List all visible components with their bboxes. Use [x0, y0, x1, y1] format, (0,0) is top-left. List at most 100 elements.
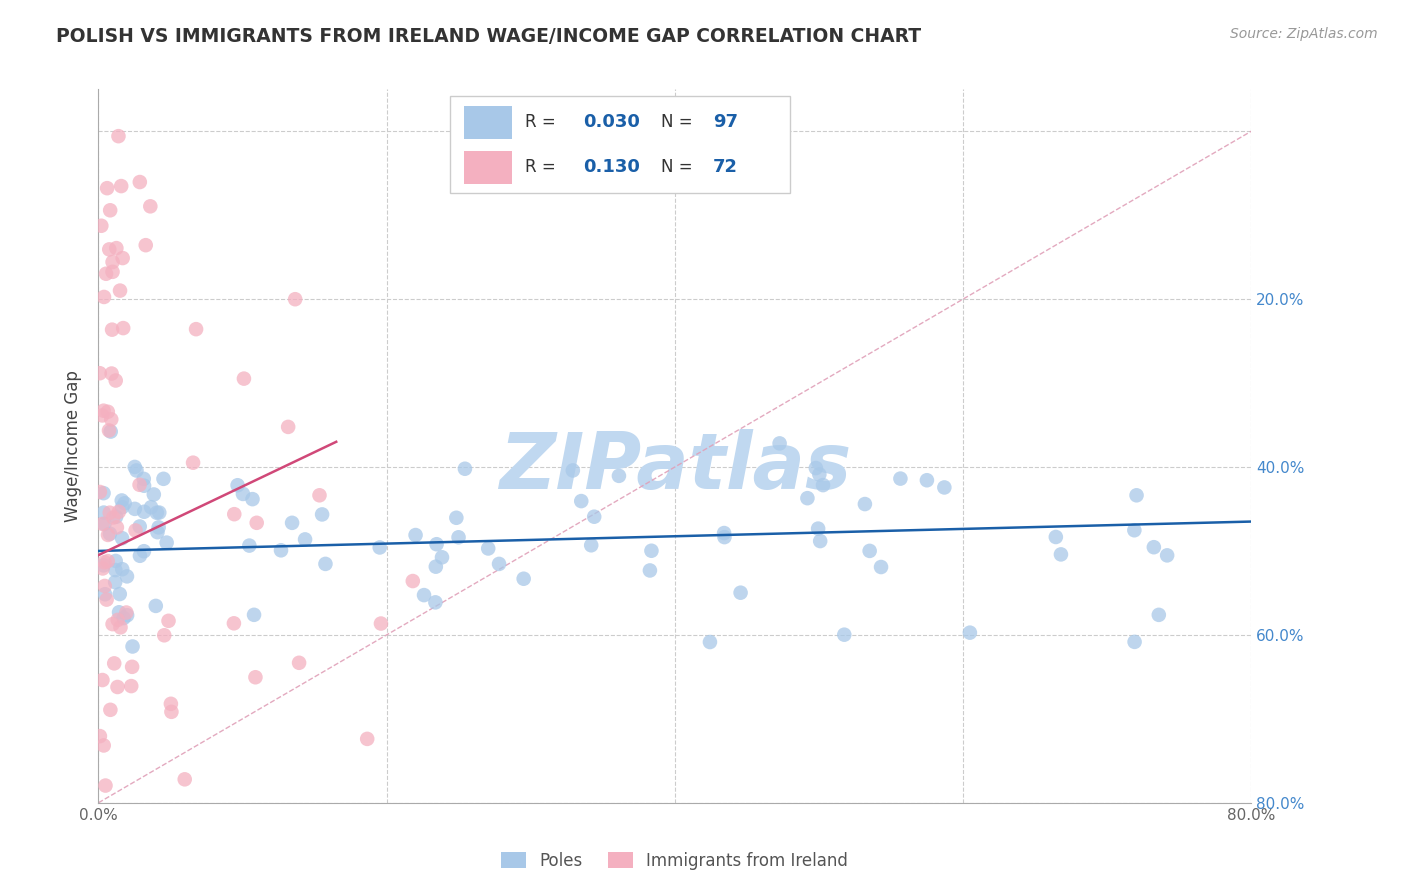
Point	[104, 563, 127, 577]
Point	[160, 705, 183, 719]
Point	[114, 496, 136, 510]
Text: 0.130: 0.130	[582, 158, 640, 176]
Point	[447, 530, 470, 544]
Point	[97, 405, 120, 419]
Point	[561, 463, 583, 477]
Point	[98, 424, 121, 438]
Point	[232, 371, 254, 385]
Point	[94, 587, 117, 601]
Point	[94, 579, 117, 593]
Text: 72: 72	[713, 158, 738, 176]
Point	[370, 616, 392, 631]
Point	[413, 588, 436, 602]
Text: ZIPatlas: ZIPatlas	[499, 429, 851, 506]
Point	[91, 409, 114, 423]
Point	[148, 520, 170, 534]
Point	[1050, 548, 1073, 562]
Text: R =: R =	[524, 158, 567, 176]
Point	[145, 599, 167, 613]
Point	[104, 575, 127, 590]
Point	[110, 620, 132, 634]
Point	[238, 539, 260, 553]
Point	[1045, 530, 1067, 544]
Point	[107, 129, 129, 144]
Point	[1123, 523, 1146, 537]
Point	[246, 516, 269, 530]
Point	[104, 374, 127, 388]
Point	[294, 533, 316, 547]
Bar	[464, 105, 512, 139]
Point	[111, 562, 134, 576]
Point	[146, 525, 169, 540]
Point	[100, 703, 122, 717]
Point	[314, 557, 336, 571]
Point	[284, 292, 307, 306]
Point	[108, 505, 131, 519]
Point	[101, 255, 124, 269]
Point	[98, 243, 121, 257]
Text: N =: N =	[661, 113, 697, 131]
Point	[108, 284, 131, 298]
Point	[124, 524, 146, 538]
Point	[107, 613, 129, 627]
Point	[368, 541, 391, 555]
Point	[108, 605, 131, 619]
Point	[488, 557, 510, 571]
Point	[103, 510, 125, 524]
Point	[112, 611, 135, 625]
Point	[105, 241, 128, 255]
Point	[108, 587, 131, 601]
Point	[277, 420, 299, 434]
Point	[124, 501, 146, 516]
Point	[101, 617, 124, 632]
Point	[853, 497, 876, 511]
Point	[93, 403, 115, 417]
Point	[98, 506, 121, 520]
Point	[808, 534, 831, 549]
Point	[356, 731, 378, 746]
Point	[134, 505, 156, 519]
Point	[96, 181, 118, 195]
Point	[89, 729, 111, 743]
Point	[638, 564, 661, 578]
Point	[94, 779, 117, 793]
Point	[426, 537, 449, 551]
Point	[111, 251, 134, 265]
Point	[699, 635, 721, 649]
Y-axis label: Wage/Income Gap: Wage/Income Gap	[65, 370, 83, 522]
Point	[569, 494, 592, 508]
Point	[128, 175, 150, 189]
Point	[112, 321, 135, 335]
Point	[124, 459, 146, 474]
Point	[152, 472, 174, 486]
Point	[730, 585, 752, 599]
Text: 97: 97	[713, 113, 738, 131]
Point	[132, 479, 155, 493]
Point	[97, 528, 120, 542]
Point	[832, 628, 855, 642]
Point	[148, 506, 170, 520]
Point	[142, 487, 165, 501]
Point	[477, 541, 499, 556]
Point	[139, 199, 162, 213]
Point	[713, 526, 735, 541]
Point	[156, 535, 179, 549]
Point	[640, 543, 662, 558]
Point	[454, 462, 477, 476]
Point	[160, 697, 183, 711]
Point	[91, 516, 114, 531]
Point	[405, 528, 427, 542]
Point	[173, 772, 195, 787]
Point	[430, 550, 453, 565]
Point	[811, 478, 834, 492]
Point	[100, 425, 122, 439]
Point	[96, 592, 118, 607]
Point	[98, 526, 121, 541]
Point	[242, 492, 264, 507]
Point	[808, 467, 831, 482]
Point	[224, 507, 246, 521]
Point	[93, 506, 115, 520]
Point	[232, 487, 254, 501]
Point	[111, 493, 134, 508]
Point	[607, 468, 630, 483]
